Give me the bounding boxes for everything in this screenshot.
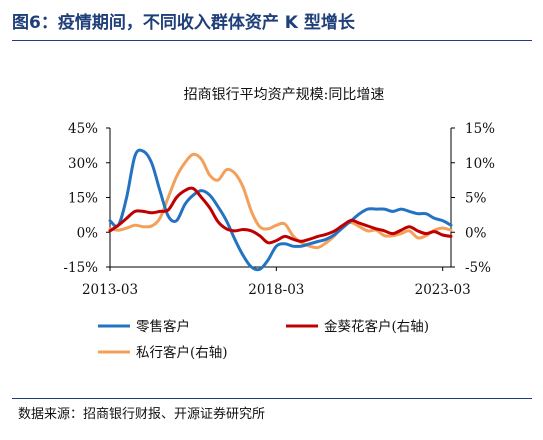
series-line-1 <box>108 186 453 245</box>
y-left-tick-label: -15% <box>63 260 98 276</box>
chart-lines <box>108 148 453 272</box>
y-right-tick-label: 0% <box>465 225 487 241</box>
y-left-tick-label: 45% <box>68 121 98 137</box>
y-left-tick-label: 30% <box>68 156 98 172</box>
y-left-tick-label: 15% <box>68 191 98 207</box>
y-right-tick-label: 5% <box>465 191 487 207</box>
source-note: 数据来源：招商银行财报、开源证券研究所 <box>18 407 266 422</box>
x-tick-label: 2018-03 <box>248 282 304 298</box>
y-left-tick-label: 0% <box>77 225 99 241</box>
x-tick-label: 2013-03 <box>82 282 138 298</box>
series-line-0 <box>108 148 453 272</box>
legend-label-0: 零售客户 <box>136 318 190 335</box>
chart-title: 招商银行平均资产规模:同比增速 <box>184 87 385 103</box>
title-divider <box>12 40 532 41</box>
chart-axes: 45% 30% 15% 0% -15% 15% 10% 5% 0% -5% 2013-03 2018-… <box>63 121 495 298</box>
y-right-tick-label: -5% <box>465 260 491 276</box>
y-right-tick-label: 10% <box>465 156 495 172</box>
y-right-tick-label: 15% <box>465 121 495 137</box>
legend-label-2: 私行客户(右轴) <box>136 344 228 361</box>
source-divider <box>12 398 532 399</box>
legend-label-1: 金葵花客户(右轴) <box>324 318 429 335</box>
chart-legend: 零售客户 金葵花客户(右轴) 私行客户(右轴) <box>98 318 429 361</box>
x-tick-label: 2023-03 <box>415 282 471 298</box>
series-line-2 <box>108 152 453 250</box>
figure-title: 图6：疫情期间，不同收入群体资产 K 型增长 <box>12 13 355 33</box>
